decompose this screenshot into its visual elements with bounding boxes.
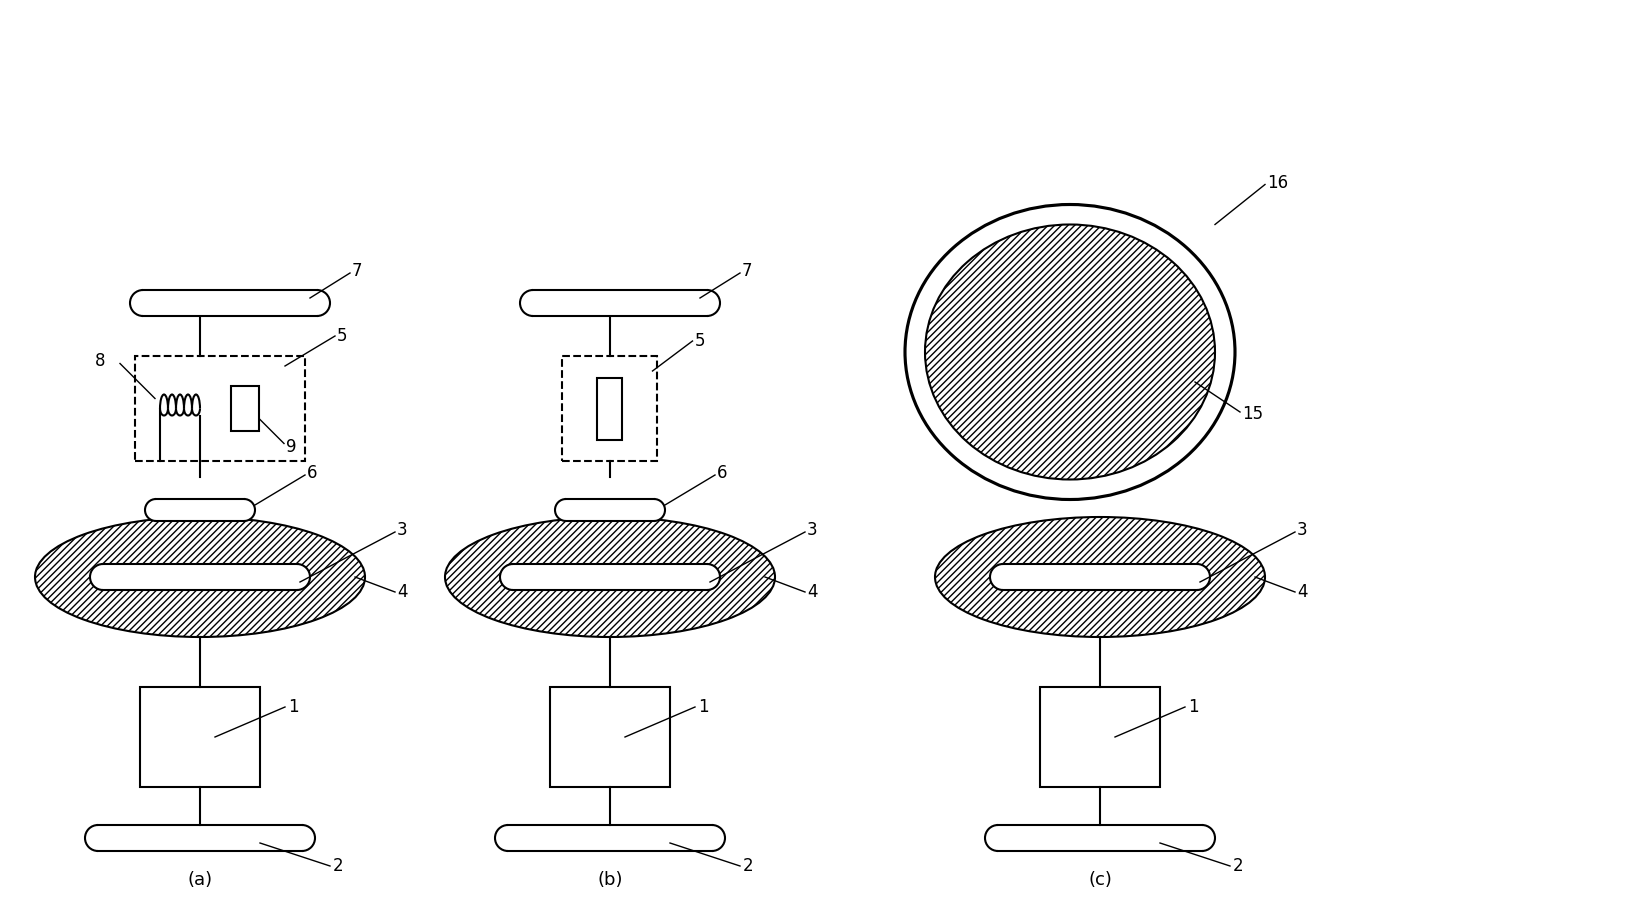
Text: 7: 7 — [351, 262, 363, 280]
Bar — [156, 499, 244, 521]
Ellipse shape — [446, 517, 774, 637]
Ellipse shape — [936, 517, 1266, 637]
Bar — [103, 564, 298, 590]
Circle shape — [89, 564, 116, 590]
Text: 7: 7 — [742, 262, 753, 280]
Circle shape — [695, 290, 721, 316]
Bar — [597, 377, 623, 439]
Circle shape — [130, 290, 156, 316]
Circle shape — [555, 499, 578, 521]
Bar — [534, 290, 708, 316]
Ellipse shape — [905, 205, 1235, 499]
Circle shape — [643, 499, 665, 521]
Circle shape — [290, 825, 316, 851]
Text: 4: 4 — [1297, 583, 1308, 601]
Text: 4: 4 — [807, 583, 817, 601]
Text: 5: 5 — [695, 332, 704, 350]
Bar — [231, 386, 259, 431]
Circle shape — [1184, 564, 1210, 590]
Text: 3: 3 — [397, 521, 408, 539]
Circle shape — [1189, 825, 1215, 851]
Text: 15: 15 — [1241, 405, 1263, 423]
Text: 3: 3 — [807, 521, 818, 539]
Bar — [143, 290, 317, 316]
Ellipse shape — [36, 517, 364, 637]
Text: (b): (b) — [597, 871, 623, 889]
Text: 3: 3 — [1297, 521, 1308, 539]
Text: 9: 9 — [286, 437, 296, 455]
Text: 6: 6 — [308, 464, 317, 482]
Circle shape — [984, 825, 1010, 851]
Bar — [563, 356, 657, 461]
Circle shape — [85, 825, 111, 851]
Bar — [1040, 687, 1160, 787]
Circle shape — [233, 499, 255, 521]
Text: 2: 2 — [334, 857, 343, 875]
Circle shape — [700, 825, 726, 851]
Text: 1: 1 — [698, 698, 709, 716]
Circle shape — [495, 825, 521, 851]
Circle shape — [304, 290, 330, 316]
Text: 2: 2 — [1233, 857, 1243, 875]
Bar — [140, 687, 260, 787]
Bar — [508, 825, 713, 851]
Circle shape — [521, 290, 547, 316]
Text: 6: 6 — [718, 464, 727, 482]
Circle shape — [695, 564, 721, 590]
Text: 5: 5 — [337, 327, 348, 345]
Text: 1: 1 — [288, 698, 299, 716]
Text: 16: 16 — [1267, 173, 1289, 191]
Bar — [566, 499, 654, 521]
Bar — [997, 825, 1202, 851]
Circle shape — [989, 564, 1015, 590]
Ellipse shape — [926, 224, 1215, 480]
Circle shape — [499, 564, 526, 590]
Bar — [550, 687, 670, 787]
Text: (c): (c) — [1088, 871, 1111, 889]
Circle shape — [145, 499, 168, 521]
Bar — [1002, 564, 1197, 590]
Text: 2: 2 — [744, 857, 753, 875]
Bar — [513, 564, 708, 590]
Text: 1: 1 — [1188, 698, 1199, 716]
Text: 8: 8 — [94, 351, 106, 369]
Bar — [98, 825, 303, 851]
Text: (a): (a) — [187, 871, 213, 889]
Text: 4: 4 — [397, 583, 407, 601]
Bar — [135, 356, 304, 461]
Circle shape — [285, 564, 311, 590]
